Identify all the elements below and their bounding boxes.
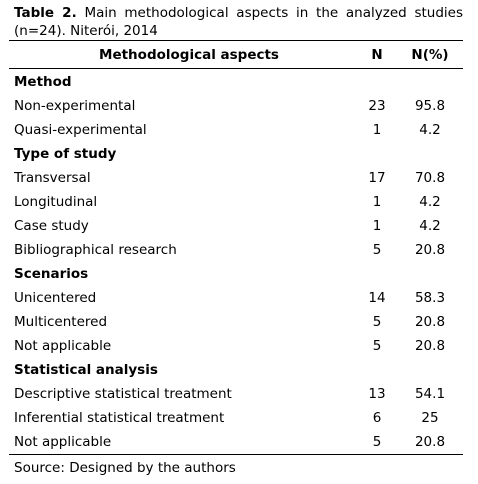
row-label: Case study <box>14 218 89 234</box>
row-pct-value: 4.2 <box>419 122 441 138</box>
table-row: Quasi-experimental 1 4.2 <box>14 118 463 142</box>
table-source: Source: Designed by the authors <box>14 460 236 476</box>
table-caption-label: Table 2. <box>14 5 77 21</box>
row-pct-value: 95.8 <box>414 98 446 114</box>
row-n-value: 23 <box>368 98 386 114</box>
table-row: Unicentered 14 58.3 <box>14 286 463 310</box>
section-row: Statistical analysis <box>14 358 463 382</box>
section-label: Scenarios <box>14 266 89 282</box>
row-n-value: 17 <box>368 170 386 186</box>
row-n-value: 5 <box>372 434 382 450</box>
header-pct: N(%) <box>411 47 449 63</box>
section-label: Method <box>14 74 72 90</box>
section-row: Method <box>14 70 463 94</box>
table-row: Not applicable 5 20.8 <box>14 430 463 454</box>
table-row: Bibliographical research 5 20.8 <box>14 238 463 262</box>
row-pct-value: 20.8 <box>414 338 446 354</box>
row-n-value: 1 <box>372 218 382 234</box>
header-rule <box>9 68 463 69</box>
row-label: Bibliographical research <box>14 242 177 258</box>
row-pct-value: 4.2 <box>419 194 441 210</box>
section-row: Type of study <box>14 142 463 166</box>
row-n-value: 14 <box>368 290 386 306</box>
row-pct-value: 54.1 <box>414 386 446 402</box>
row-n-value: 5 <box>372 242 382 258</box>
section-row: Scenarios <box>14 262 463 286</box>
row-pct-value: 58.3 <box>414 290 446 306</box>
table-row: Non-experimental 23 95.8 <box>14 94 463 118</box>
table-row: Longitudinal 1 4.2 <box>14 190 463 214</box>
table-row: Descriptive statistical treatment 13 54.1 <box>14 382 463 406</box>
header-aspects: Methodological aspects <box>99 47 279 63</box>
row-label: Unicentered <box>14 290 97 306</box>
row-label: Not applicable <box>14 338 112 354</box>
row-n-value: 5 <box>372 338 382 354</box>
table-row: Transversal 17 70.8 <box>14 166 463 190</box>
bottom-rule <box>9 454 463 455</box>
row-n-value: 1 <box>372 194 382 210</box>
table-row: Multicentered 5 20.8 <box>14 310 463 334</box>
top-rule <box>9 40 463 41</box>
table-row: Inferential statistical treatment 6 25 <box>14 406 463 430</box>
row-label: Not applicable <box>14 434 112 450</box>
row-label: Longitudinal <box>14 194 98 210</box>
table-header: Methodological aspects N N(%) <box>9 44 463 68</box>
row-label: Descriptive statistical treatment <box>14 386 232 402</box>
row-pct-value: 70.8 <box>414 170 446 186</box>
table-caption: Table 2. Main methodological aspects in … <box>14 4 463 40</box>
row-n-value: 5 <box>372 314 382 330</box>
row-pct-value: 4.2 <box>419 218 441 234</box>
section-label: Statistical analysis <box>14 362 158 378</box>
row-pct-value: 25 <box>421 410 439 426</box>
row-label: Non-experimental <box>14 98 136 114</box>
row-label: Inferential statistical treatment <box>14 410 225 426</box>
row-n-value: 1 <box>372 122 382 138</box>
table-caption-text: Main methodological aspects in the analy… <box>14 5 463 39</box>
row-n-value: 6 <box>372 410 382 426</box>
table-row: Not applicable 5 20.8 <box>14 334 463 358</box>
row-label: Multicentered <box>14 314 108 330</box>
row-label: Transversal <box>14 170 91 186</box>
row-pct-value: 20.8 <box>414 434 446 450</box>
row-pct-value: 20.8 <box>414 242 446 258</box>
table-row: Case study 1 4.2 <box>14 214 463 238</box>
row-n-value: 13 <box>368 386 386 402</box>
row-pct-value: 20.8 <box>414 314 446 330</box>
header-n: N <box>371 47 383 63</box>
section-label: Type of study <box>14 146 117 162</box>
row-label: Quasi-experimental <box>14 122 147 138</box>
